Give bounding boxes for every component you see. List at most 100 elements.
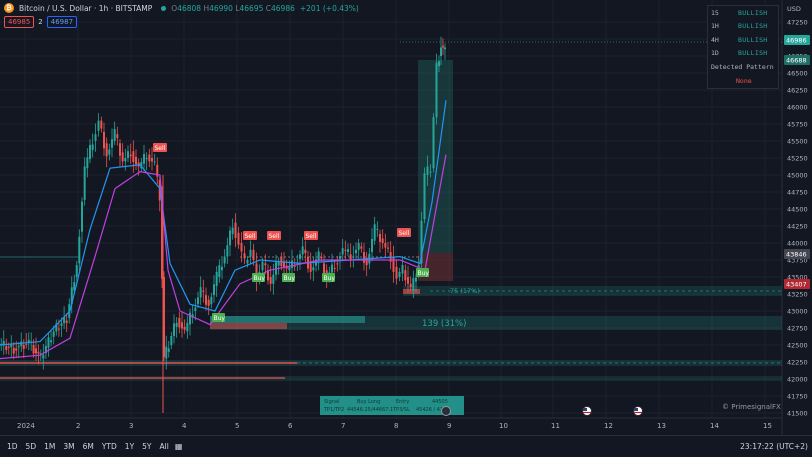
trend-row: 1H BULLISH xyxy=(708,20,778,34)
timeframe-1m[interactable]: 1M xyxy=(44,442,56,451)
buy-price-button[interactable]: 46987 xyxy=(46,16,78,28)
flag-canton xyxy=(634,408,638,411)
level-high-tag xyxy=(784,55,810,65)
timeframe-all[interactable]: All xyxy=(159,442,169,451)
price-tick-label: 43000 xyxy=(787,308,808,316)
sell-signal-label: Sell xyxy=(306,233,317,240)
price-tick-label: 45250 xyxy=(787,155,808,163)
candle xyxy=(199,287,202,298)
price-change: +201 (+0.43%) xyxy=(299,3,359,13)
symbol-title[interactable]: Bitcoin / U.S. Dollar · 1h · BITSTAMP xyxy=(19,3,153,13)
watermark: © PrimesignalFX xyxy=(722,403,781,411)
timeframe-6m[interactable]: 6M xyxy=(82,442,94,451)
candle xyxy=(223,256,226,264)
candle xyxy=(349,254,352,260)
sell-price-button[interactable]: 46985 xyxy=(4,16,35,28)
candle xyxy=(44,346,47,354)
time-tick-label: 5 xyxy=(235,422,239,430)
candle xyxy=(412,278,415,291)
candle xyxy=(78,236,81,264)
candle xyxy=(100,120,103,129)
candle xyxy=(207,299,210,306)
timeframe-ytd[interactable]: YTD xyxy=(101,442,117,451)
signal-box-signal-label: Signal xyxy=(324,399,339,405)
candle xyxy=(194,307,197,311)
candle xyxy=(15,348,18,351)
sell-signal xyxy=(243,231,257,240)
candle xyxy=(181,322,183,329)
candle xyxy=(183,326,186,330)
sell-signal-label: Sell xyxy=(245,233,256,240)
level-mid-tag-label: 43846 xyxy=(786,251,807,259)
trend-status: BULLISH xyxy=(738,22,768,31)
clock[interactable]: 23:17:22 (UTC+2) xyxy=(740,442,808,451)
candle xyxy=(91,144,94,151)
price-tick-label: 45500 xyxy=(787,138,808,146)
trend-table: 15 BULLISH 1H BULLISH 4H BULLISH 1D BULLISH Dete… xyxy=(707,5,779,89)
candle xyxy=(55,323,58,332)
timeframe-1d[interactable]: 1D xyxy=(7,442,18,451)
candle xyxy=(432,117,435,169)
timeframe-5d[interactable]: 5D xyxy=(25,442,37,451)
time-tick-label: 12 xyxy=(604,422,613,430)
candle xyxy=(108,149,111,155)
target-large-label: 139 (31%) xyxy=(422,319,466,329)
candle xyxy=(272,274,275,284)
candle xyxy=(210,296,213,305)
candle xyxy=(175,322,178,327)
time-tick-label: 2 xyxy=(76,422,80,430)
sell-signal xyxy=(397,228,411,237)
candle xyxy=(435,62,438,118)
candle xyxy=(124,158,127,162)
level-low-tag xyxy=(784,279,810,289)
buy-signal-label: Buy xyxy=(418,270,430,277)
candle xyxy=(352,256,355,258)
time-tick-label: 7 xyxy=(341,422,345,430)
candle xyxy=(261,261,264,271)
candle xyxy=(52,331,55,337)
replay-icon xyxy=(441,406,451,416)
candle xyxy=(317,251,320,262)
candle xyxy=(376,228,379,230)
currency-label[interactable]: USD xyxy=(787,5,801,13)
ema-slow-line xyxy=(0,154,447,360)
candle xyxy=(438,61,440,67)
candle xyxy=(255,263,258,283)
candle xyxy=(341,248,344,255)
candle xyxy=(218,265,221,277)
candle xyxy=(407,277,409,284)
candle xyxy=(344,249,347,251)
candle xyxy=(86,157,89,169)
calendar-icon[interactable]: ▦ xyxy=(174,442,183,451)
time-tick-label: 10 xyxy=(499,422,508,430)
candle xyxy=(304,249,307,254)
price-tick-label: 46000 xyxy=(787,104,808,112)
spread-value: 2 xyxy=(38,18,43,26)
candle xyxy=(252,249,255,260)
candle xyxy=(240,243,243,252)
candle xyxy=(401,265,404,274)
candle xyxy=(103,131,105,149)
candle xyxy=(167,348,170,352)
candle xyxy=(442,45,444,48)
candle xyxy=(5,346,8,351)
sell-signal-label: Sell xyxy=(155,145,166,152)
buy-signal-label: Buy xyxy=(324,275,336,282)
time-tick-label: 2024 xyxy=(17,422,35,430)
timeframe-3m[interactable]: 3M xyxy=(63,442,75,451)
trend-timeframe: 15 xyxy=(711,8,719,17)
candle xyxy=(277,261,280,266)
price-tick-label: 41500 xyxy=(787,410,808,418)
signal-info-box xyxy=(320,396,464,415)
timeframe-5y[interactable]: 5Y xyxy=(142,442,152,451)
pattern-label: Detected Pattern xyxy=(711,63,774,71)
candle xyxy=(392,256,395,272)
candle xyxy=(135,156,137,165)
candle xyxy=(409,283,412,288)
timeframe-1y[interactable]: 1Y xyxy=(124,442,135,451)
trend-status: BULLISH xyxy=(738,35,768,44)
trend-timeframe: 1D xyxy=(711,49,719,58)
candle xyxy=(83,166,86,200)
level-low-tag-label: 43407 xyxy=(786,281,807,289)
